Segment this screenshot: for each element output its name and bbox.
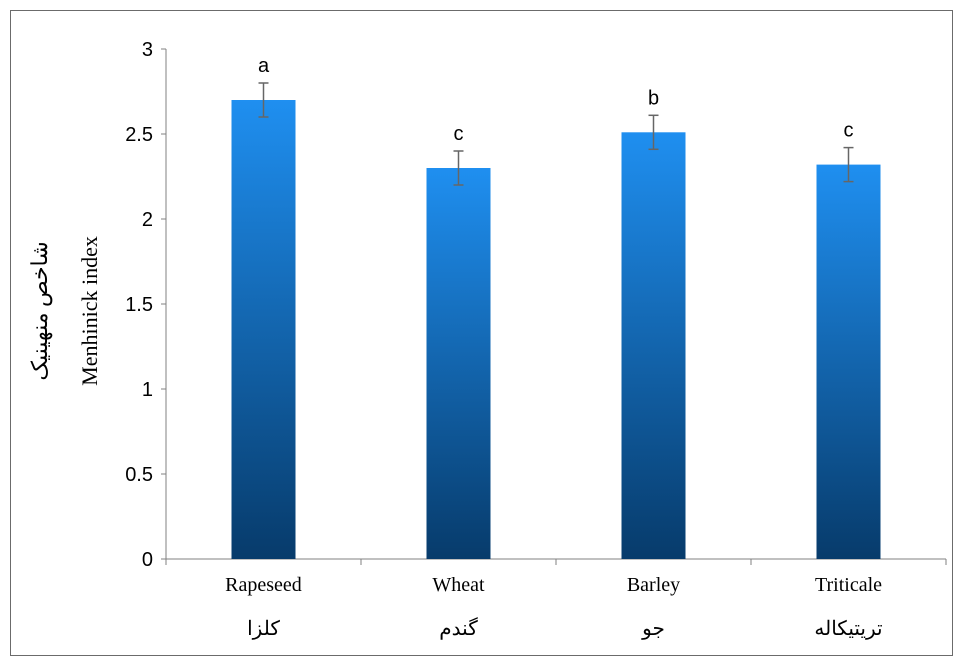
x-tick-label: Rapeseed [225, 574, 302, 596]
axes [165, 49, 947, 565]
bar-rapeseed [231, 100, 296, 559]
y-tick-label: 0.5 [125, 464, 153, 486]
y-tick-label: 2 [142, 209, 153, 231]
x-tick-label: Triticale [815, 574, 882, 596]
x-tick-label-fa: کلزا [247, 618, 280, 640]
x-tick-label: Barley [627, 574, 680, 596]
significance-letter: a [258, 55, 270, 77]
y-axis-label-group: شاخص منهینیک Menhinick index [27, 236, 102, 386]
bar-barley [621, 132, 686, 560]
y-ticks-group: 0 0.5 1 1.5 2 2.5 3 [125, 39, 166, 571]
significance-letter: c [844, 120, 854, 142]
y-tick-label: 0 [142, 549, 153, 571]
x-tick-label-fa: جو [641, 618, 665, 640]
y-tick-label: 3 [142, 39, 153, 61]
bar-wheat [426, 168, 491, 559]
bars-group: a c b c [231, 55, 881, 560]
x-tick-label: Wheat [432, 574, 485, 596]
significance-letter: b [648, 87, 659, 109]
significance-letter: c [454, 123, 464, 145]
bar-triticale [816, 164, 881, 559]
y-tick-label: 2.5 [125, 124, 153, 146]
category-labels-group: Rapeseed کلزا Wheat گندم Barley جو Triticale تر… [225, 574, 882, 640]
bar-chart: شاخص منهینیک Menhinick index a c b c 0 0.5 1 1… [27, 39, 947, 640]
x-tick-label-fa: تریتیکاله [814, 618, 882, 640]
y-tick-label: 1.5 [125, 294, 153, 316]
y-tick-label: 1 [142, 379, 153, 401]
chart-frame: شاخص منهینیک Menhinick index a c b c 0 0.5 1 1… [10, 10, 953, 656]
y-axis-label-fa: شاخص منهینیک [27, 241, 53, 380]
x-tick-label-fa: گندم [439, 617, 478, 640]
y-axis-label: Menhinick index [77, 236, 102, 386]
